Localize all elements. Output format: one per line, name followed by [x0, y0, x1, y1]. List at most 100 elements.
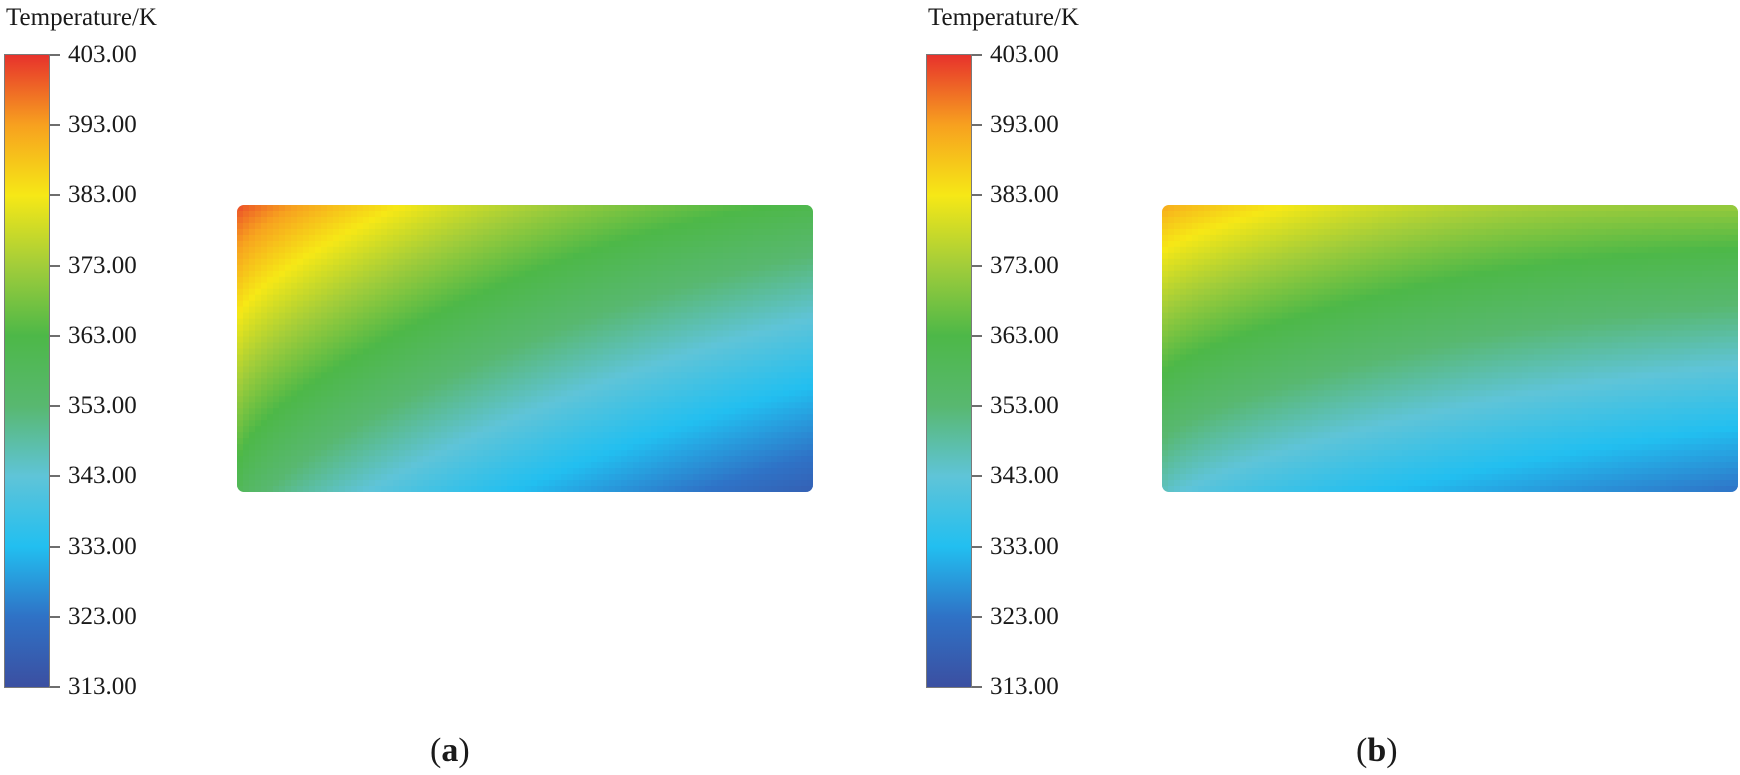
field-cell [453, 468, 460, 475]
field-cell [1558, 216, 1565, 224]
field-cell [501, 402, 508, 409]
field-cell [537, 420, 544, 427]
field-cell [417, 474, 424, 481]
field-cell [531, 258, 538, 266]
field-cell [405, 222, 412, 230]
field-cell [429, 450, 436, 457]
field-cell [363, 252, 370, 260]
field-cell [1468, 210, 1475, 218]
field-cell [423, 342, 430, 350]
field-cell [345, 318, 352, 326]
field-cell [669, 420, 676, 427]
field-cell [1564, 205, 1571, 212]
field-cell [789, 312, 796, 320]
field-cell [381, 480, 388, 487]
field-cell [717, 414, 724, 421]
field-cell [267, 396, 274, 403]
field-cell [567, 336, 574, 344]
field-cell [657, 276, 664, 284]
field-cell [663, 246, 670, 254]
field-cell [507, 294, 514, 302]
field-cell [405, 468, 412, 475]
field-cell [789, 288, 796, 296]
field-cell [681, 306, 688, 314]
field-cell [441, 396, 448, 403]
field-cell [621, 264, 628, 272]
field-cell [531, 300, 538, 308]
field-cell [405, 456, 412, 463]
field-cell [741, 372, 748, 379]
field-cell [717, 205, 724, 212]
field-cell [321, 456, 328, 463]
field-cell [717, 282, 724, 290]
field-cell [459, 228, 466, 236]
field-cell [789, 228, 796, 236]
field-cell [303, 438, 310, 445]
field-cell [363, 300, 370, 308]
field-cell [441, 318, 448, 326]
field-cell [435, 384, 442, 391]
field-cell [579, 252, 586, 260]
field-cell [321, 330, 328, 338]
field-cell [621, 396, 628, 403]
field-cell [1300, 210, 1307, 218]
field-cell [1162, 205, 1169, 212]
field-cell [321, 468, 328, 475]
field-cell [393, 264, 400, 272]
field-cell [735, 342, 742, 350]
field-cell [609, 270, 616, 278]
field-cell [543, 390, 550, 397]
field-cell [471, 324, 478, 332]
field-cell [549, 294, 556, 302]
field-cell [267, 456, 274, 463]
field-cell [675, 456, 682, 463]
field-cell [333, 234, 340, 242]
field-cell [519, 324, 526, 332]
field-cell [369, 414, 376, 421]
field-cell [729, 486, 736, 492]
field-cell [483, 210, 490, 218]
field-cell [393, 306, 400, 314]
field-cell [471, 450, 478, 457]
field-cell [729, 336, 736, 344]
field-cell [531, 420, 538, 427]
field-cell [615, 222, 622, 230]
field-cell [795, 306, 802, 314]
field-cell [783, 234, 790, 242]
field-cell [549, 456, 556, 463]
field-cell [795, 234, 802, 242]
field-cell [627, 348, 634, 356]
field-cell [597, 486, 604, 492]
field-cell [777, 384, 784, 391]
field-cell [765, 342, 772, 350]
field-cell [1570, 205, 1577, 212]
field-cell [441, 324, 448, 332]
field-cell [693, 474, 700, 481]
field-cell [501, 300, 508, 308]
field-cell [663, 342, 670, 350]
field-cell [387, 240, 394, 248]
field-cell [315, 264, 322, 272]
field-cell [705, 336, 712, 344]
field-cell [753, 396, 760, 403]
field-cell [711, 228, 718, 236]
field-cell [699, 270, 706, 278]
field-cell [297, 414, 304, 421]
field-cell [333, 396, 340, 403]
field-cell [1186, 210, 1193, 218]
field-cell [303, 336, 310, 344]
field-cell [777, 420, 784, 427]
field-cell [339, 462, 346, 469]
field-cell [669, 480, 676, 487]
field-cell [555, 228, 562, 236]
field-cell [339, 318, 346, 326]
field-cell [1204, 210, 1211, 218]
field-cell [489, 264, 496, 272]
field-cell [633, 216, 640, 224]
field-cell [723, 240, 730, 248]
field-cell [381, 330, 388, 338]
field-cell [579, 384, 586, 391]
field-cell [639, 342, 646, 350]
field-cell [1306, 210, 1313, 218]
field-cell [603, 252, 610, 260]
